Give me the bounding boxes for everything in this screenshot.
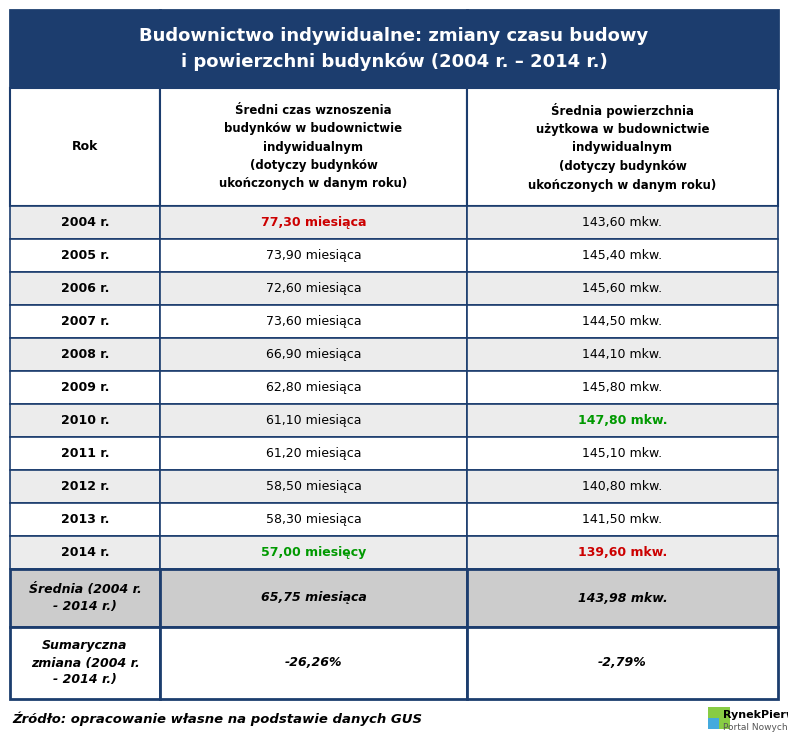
Text: 141,50 mkw.: 141,50 mkw.: [582, 513, 663, 526]
Text: -26,26%: -26,26%: [284, 657, 342, 670]
Bar: [10, 305, 160, 338]
Text: 2013 r.: 2013 r.: [61, 513, 110, 526]
Text: RynekPierwotny: RynekPierwotny: [723, 710, 788, 720]
Bar: [467, 503, 778, 536]
Text: 61,10 miesiąca: 61,10 miesiąca: [266, 414, 361, 427]
Bar: [467, 88, 778, 206]
Bar: [10, 371, 160, 404]
Bar: [160, 88, 467, 206]
Bar: [467, 371, 778, 404]
Bar: [467, 239, 778, 272]
Bar: [467, 569, 778, 627]
Text: 2006 r.: 2006 r.: [61, 282, 110, 295]
Text: 145,40 mkw.: 145,40 mkw.: [582, 249, 663, 262]
Bar: [467, 305, 778, 338]
Bar: [467, 272, 778, 305]
Bar: [10, 470, 160, 503]
Text: 2010 r.: 2010 r.: [61, 414, 110, 427]
Text: 139,60 mkw.: 139,60 mkw.: [578, 546, 667, 559]
Bar: [10, 503, 160, 536]
Bar: [10, 88, 160, 206]
Text: 147,80 mkw.: 147,80 mkw.: [578, 414, 667, 427]
Text: Średni czas wznoszenia
budynków w budownictwie
indywidualnym
(dotyczy budynków
u: Średni czas wznoszenia budynków w budown…: [219, 104, 407, 191]
Bar: [10, 272, 160, 305]
Text: 58,50 miesiąca: 58,50 miesiąca: [266, 480, 362, 493]
Text: 143,60 mkw.: 143,60 mkw.: [582, 216, 663, 229]
Text: 2012 r.: 2012 r.: [61, 480, 110, 493]
Bar: [160, 404, 467, 437]
Bar: [160, 338, 467, 371]
Text: 144,10 mkw.: 144,10 mkw.: [582, 348, 663, 361]
Text: -2,79%: -2,79%: [598, 657, 647, 670]
Text: 2009 r.: 2009 r.: [61, 381, 110, 394]
Text: 66,90 miesiąca: 66,90 miesiąca: [266, 348, 361, 361]
Text: 72,60 miesiąca: 72,60 miesiąca: [266, 282, 362, 295]
Bar: [10, 536, 160, 569]
Text: 145,10 mkw.: 145,10 mkw.: [582, 447, 663, 460]
Text: 145,60 mkw.: 145,60 mkw.: [582, 282, 663, 295]
Bar: [160, 371, 467, 404]
Bar: [10, 206, 160, 239]
Bar: [467, 470, 778, 503]
Bar: [160, 536, 467, 569]
Text: 2005 r.: 2005 r.: [61, 249, 110, 262]
Bar: [10, 338, 160, 371]
Text: 2011 r.: 2011 r.: [61, 447, 110, 460]
Text: 2004 r.: 2004 r.: [61, 216, 110, 229]
Text: Portal Nowych Nieruchomości: Portal Nowych Nieruchomości: [723, 722, 788, 732]
Text: 77,30 miesiąca: 77,30 miesiąca: [261, 216, 366, 229]
Bar: [160, 569, 467, 627]
Bar: [10, 239, 160, 272]
Bar: [10, 404, 160, 437]
Bar: [160, 272, 467, 305]
Bar: [160, 627, 467, 699]
Bar: [160, 206, 467, 239]
Bar: [708, 718, 719, 729]
Text: Budownictwo indywidualne: zmiany czasu budowy
i powierzchni budynków (2004 r. – : Budownictwo indywidualne: zmiany czasu b…: [139, 27, 649, 71]
Bar: [160, 503, 467, 536]
Bar: [708, 707, 730, 729]
Bar: [467, 10, 778, 88]
Text: 145,80 mkw.: 145,80 mkw.: [582, 381, 663, 394]
Bar: [160, 437, 467, 470]
Text: 61,20 miesiąca: 61,20 miesiąca: [266, 447, 361, 460]
Text: Sumaryczna
zmiana (2004 r.
- 2014 r.): Sumaryczna zmiana (2004 r. - 2014 r.): [31, 640, 139, 687]
Text: 65,75 miesiąca: 65,75 miesiąca: [261, 592, 366, 604]
Text: 62,80 miesiąca: 62,80 miesiąca: [266, 381, 362, 394]
Bar: [467, 404, 778, 437]
Text: 143,98 mkw.: 143,98 mkw.: [578, 592, 667, 604]
Bar: [160, 10, 467, 88]
Text: 73,90 miesiąca: 73,90 miesiąca: [266, 249, 362, 262]
Text: 144,50 mkw.: 144,50 mkw.: [582, 315, 663, 328]
Bar: [467, 536, 778, 569]
Bar: [10, 627, 160, 699]
Text: 2008 r.: 2008 r.: [61, 348, 110, 361]
Text: 58,30 miesiąca: 58,30 miesiąca: [266, 513, 362, 526]
Bar: [10, 437, 160, 470]
Bar: [467, 206, 778, 239]
Bar: [467, 338, 778, 371]
Text: Średnia (2004 r.
- 2014 r.): Średnia (2004 r. - 2014 r.): [28, 583, 141, 613]
Text: 140,80 mkw.: 140,80 mkw.: [582, 480, 663, 493]
Text: 2007 r.: 2007 r.: [61, 315, 110, 328]
Bar: [10, 569, 160, 627]
Text: Rok: Rok: [72, 141, 98, 154]
Text: 73,60 miesiąca: 73,60 miesiąca: [266, 315, 362, 328]
Text: 2014 r.: 2014 r.: [61, 546, 110, 559]
Bar: [160, 470, 467, 503]
Bar: [160, 239, 467, 272]
Bar: [467, 437, 778, 470]
Text: Średnia powierzchnia
użytkowa w budownictwie
indywidualnym
(dotyczy budynków
uko: Średnia powierzchnia użytkowa w budownic…: [529, 102, 716, 191]
Bar: [467, 627, 778, 699]
Bar: [160, 305, 467, 338]
Text: Źródło: opracowanie własne na podstawie danych GUS: Źródło: opracowanie własne na podstawie …: [12, 712, 422, 726]
Bar: [10, 10, 160, 88]
Text: 57,00 miesięcy: 57,00 miesięcy: [261, 546, 366, 559]
